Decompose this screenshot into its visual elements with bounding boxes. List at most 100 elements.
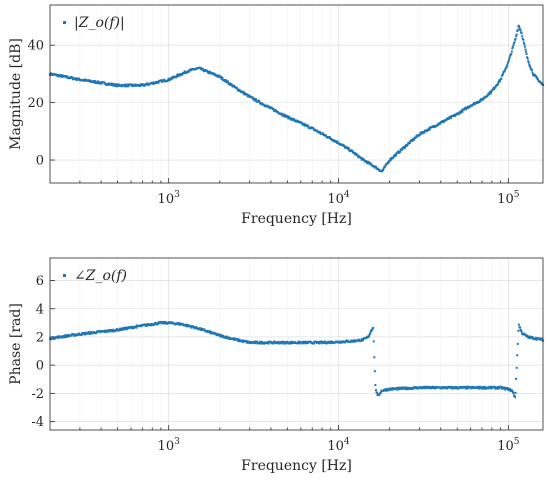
- data-point: [122, 328, 125, 331]
- data-point: [220, 335, 223, 338]
- data-point: [372, 340, 375, 343]
- data-point: [98, 81, 101, 84]
- data-point: [84, 78, 87, 81]
- data-point: [252, 97, 255, 100]
- data-point: [124, 327, 127, 330]
- data-point: [503, 386, 506, 389]
- data-point: [372, 165, 375, 168]
- data-point: [176, 73, 179, 76]
- data-point: [75, 334, 78, 337]
- data-point: [56, 335, 59, 338]
- data-point: [449, 115, 452, 118]
- data-point: [230, 83, 233, 86]
- data-point: [397, 150, 400, 153]
- data-point: [526, 334, 529, 337]
- data-point: [405, 386, 408, 389]
- data-point: [473, 101, 476, 104]
- data-point: [284, 114, 287, 117]
- x-axis-label: Frequency [Hz]: [241, 458, 352, 474]
- data-point: [237, 340, 240, 343]
- data-point: [97, 80, 100, 83]
- data-point: [267, 342, 270, 345]
- data-point: [50, 73, 53, 76]
- data-point: [133, 84, 136, 87]
- data-point: [185, 325, 188, 328]
- data-point: [304, 340, 307, 343]
- data-point: [351, 151, 354, 154]
- data-point: [50, 338, 53, 341]
- x-tick-exponent: 4: [344, 190, 350, 200]
- data-point: [513, 394, 516, 397]
- data-point: [361, 339, 364, 342]
- data-point: [237, 88, 240, 91]
- data-point: [186, 71, 189, 74]
- data-point: [372, 326, 375, 329]
- data-point: [378, 393, 381, 396]
- data-point: [453, 113, 456, 116]
- data-point: [464, 106, 467, 109]
- data-point: [454, 386, 457, 389]
- plot-frame: [49, 4, 544, 184]
- data-point: [389, 157, 392, 160]
- data-point: [489, 91, 492, 94]
- data-point: [121, 328, 124, 331]
- data-point: [514, 37, 517, 40]
- data-point: [374, 165, 377, 168]
- data-point: [163, 78, 166, 81]
- x-tick-label: 105: [497, 437, 520, 454]
- data-point: [116, 83, 119, 86]
- data-point: [206, 70, 209, 73]
- data-point: [64, 336, 67, 339]
- data-point: [360, 339, 363, 342]
- data-point: [233, 338, 236, 341]
- data-point: [242, 339, 245, 342]
- data-point: [302, 122, 305, 125]
- data-point: [256, 100, 259, 103]
- data-point: [69, 77, 72, 80]
- data-point: [66, 75, 69, 78]
- data-point: [263, 341, 266, 344]
- data-point: [80, 333, 83, 336]
- data-point: [160, 321, 163, 324]
- data-point: [222, 335, 225, 338]
- data-point: [408, 142, 411, 145]
- data-point: [527, 60, 530, 63]
- data-point: [107, 329, 110, 332]
- data-point: [509, 54, 512, 57]
- data-point: [535, 338, 538, 341]
- y-tick-label: 4: [36, 302, 44, 317]
- data-point: [147, 324, 150, 327]
- data-point: [516, 30, 519, 33]
- data-point: [474, 103, 477, 106]
- data-point: [500, 77, 503, 80]
- data-point: [106, 83, 109, 86]
- data-point: [248, 94, 251, 97]
- data-point: [401, 386, 404, 389]
- data-point: [466, 386, 469, 389]
- y-tick-label: 0: [36, 154, 44, 169]
- data-point: [58, 75, 61, 78]
- legend-label: ∠Z_o(f): [74, 268, 127, 284]
- data-point: [103, 331, 106, 334]
- data-point: [406, 143, 409, 146]
- data-point: [524, 48, 527, 51]
- data-point: [184, 323, 187, 326]
- data-point: [446, 387, 449, 390]
- data-point: [219, 334, 222, 337]
- data-point: [239, 89, 242, 92]
- data-point: [88, 79, 91, 82]
- data-point: [488, 90, 491, 93]
- data-point: [497, 81, 500, 84]
- x-tick-label: 103: [158, 437, 181, 454]
- data-point: [186, 325, 189, 328]
- data-point: [179, 74, 182, 77]
- data-point: [298, 340, 301, 343]
- data-point: [427, 129, 430, 132]
- data-point: [384, 389, 387, 392]
- data-point: [460, 110, 463, 113]
- data-point: [455, 385, 458, 388]
- data-point: [515, 33, 518, 36]
- data-point: [520, 329, 523, 332]
- data-point: [319, 131, 322, 134]
- data-point: [458, 112, 461, 115]
